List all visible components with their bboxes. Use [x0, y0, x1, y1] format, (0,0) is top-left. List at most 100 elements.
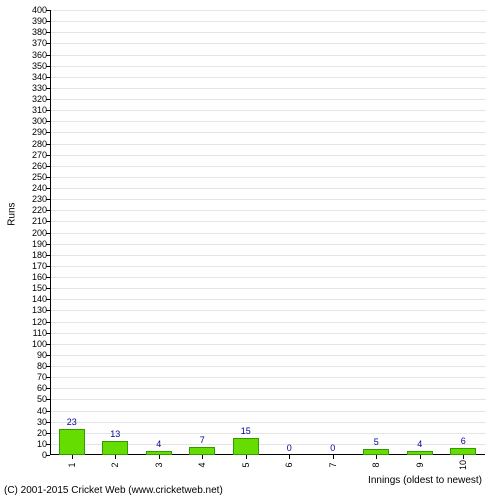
ytick-label: 10 [17, 439, 47, 449]
ytick-label: 210 [17, 216, 47, 226]
ytick-label: 340 [17, 72, 47, 82]
ytick-label: 100 [17, 339, 47, 349]
ytick-label: 180 [17, 250, 47, 260]
gridline [51, 299, 486, 300]
gridline [51, 121, 486, 122]
bar-value-label: 13 [110, 429, 120, 439]
bar-value-label: 15 [241, 426, 251, 436]
gridline [51, 322, 486, 323]
gridline [51, 422, 486, 423]
ytick-label: 70 [17, 372, 47, 382]
gridline [51, 43, 486, 44]
bar-value-label: 23 [67, 417, 77, 427]
gridline [51, 411, 486, 412]
gridline [51, 99, 486, 100]
gridline [51, 233, 486, 234]
ytick-label: 150 [17, 283, 47, 293]
gridline [51, 144, 486, 145]
gridline [51, 277, 486, 278]
ytick-label: 220 [17, 205, 47, 215]
xtick-label: 1 [67, 455, 77, 475]
gridline [51, 88, 486, 89]
ytick-label: 260 [17, 161, 47, 171]
xtick-label: 2 [110, 455, 120, 475]
ytick-label: 280 [17, 139, 47, 149]
gridline [51, 210, 486, 211]
gridline [51, 21, 486, 22]
ytick-label: 250 [17, 172, 47, 182]
ytick-label: 400 [17, 5, 47, 15]
bar [189, 447, 215, 455]
gridline [51, 377, 486, 378]
gridline [51, 166, 486, 167]
gridline [51, 366, 486, 367]
gridline [51, 310, 486, 311]
xtick-label: 9 [415, 455, 425, 475]
ytick-label: 30 [17, 417, 47, 427]
ytick-label: 140 [17, 294, 47, 304]
ytick-label: 300 [17, 116, 47, 126]
gridline [51, 388, 486, 389]
xtick-label: 4 [197, 455, 207, 475]
ytick-label: 130 [17, 305, 47, 315]
xtick-label: 8 [371, 455, 381, 475]
gridline [51, 77, 486, 78]
gridline [51, 266, 486, 267]
gridline [51, 32, 486, 33]
ytick-label: 320 [17, 94, 47, 104]
xtick-label: 7 [328, 455, 338, 475]
bar-value-label: 0 [287, 443, 292, 453]
xtick-label: 5 [241, 455, 251, 475]
gridline [51, 55, 486, 56]
gridline [51, 10, 486, 11]
plot-area [50, 10, 485, 455]
gridline [51, 244, 486, 245]
bar [233, 438, 259, 455]
chart-container [50, 10, 485, 455]
ytick-label: 230 [17, 194, 47, 204]
ytick-label: 20 [17, 428, 47, 438]
gridline [51, 344, 486, 345]
gridline [51, 188, 486, 189]
gridline [51, 355, 486, 356]
gridline [51, 199, 486, 200]
bar-value-label: 4 [417, 439, 422, 449]
gridline [51, 155, 486, 156]
ytick-label: 60 [17, 383, 47, 393]
ytick-label: 370 [17, 38, 47, 48]
ytick-label: 50 [17, 394, 47, 404]
y-axis-label: Runs [7, 202, 18, 225]
bar-value-label: 0 [330, 443, 335, 453]
ytick-label: 380 [17, 27, 47, 37]
gridline [51, 132, 486, 133]
bar [59, 429, 85, 455]
gridline [51, 255, 486, 256]
ytick-label: 240 [17, 183, 47, 193]
x-axis-label: Innings (oldest to newest) [368, 475, 482, 486]
ytick-label: 90 [17, 350, 47, 360]
xtick-label: 10 [458, 455, 468, 475]
ytick-label: 170 [17, 261, 47, 271]
gridline [51, 221, 486, 222]
gridline [51, 288, 486, 289]
gridline [51, 399, 486, 400]
ytick-label: 80 [17, 361, 47, 371]
gridline [51, 110, 486, 111]
gridline [51, 177, 486, 178]
ytick-label: 0 [17, 450, 47, 460]
ytick-label: 190 [17, 239, 47, 249]
bar-value-label: 5 [374, 437, 379, 447]
ytick-label: 360 [17, 50, 47, 60]
bar [450, 448, 476, 455]
xtick-label: 3 [154, 455, 164, 475]
gridline [51, 333, 486, 334]
ytick-label: 200 [17, 228, 47, 238]
ytick-label: 120 [17, 317, 47, 327]
bar-value-label: 6 [461, 436, 466, 446]
ytick-label: 160 [17, 272, 47, 282]
ytick-label: 390 [17, 16, 47, 26]
ytick-label: 350 [17, 61, 47, 71]
bar-value-label: 7 [200, 435, 205, 445]
ytick-label: 310 [17, 105, 47, 115]
copyright-text: (C) 2001-2015 Cricket Web (www.cricketwe… [4, 485, 223, 496]
